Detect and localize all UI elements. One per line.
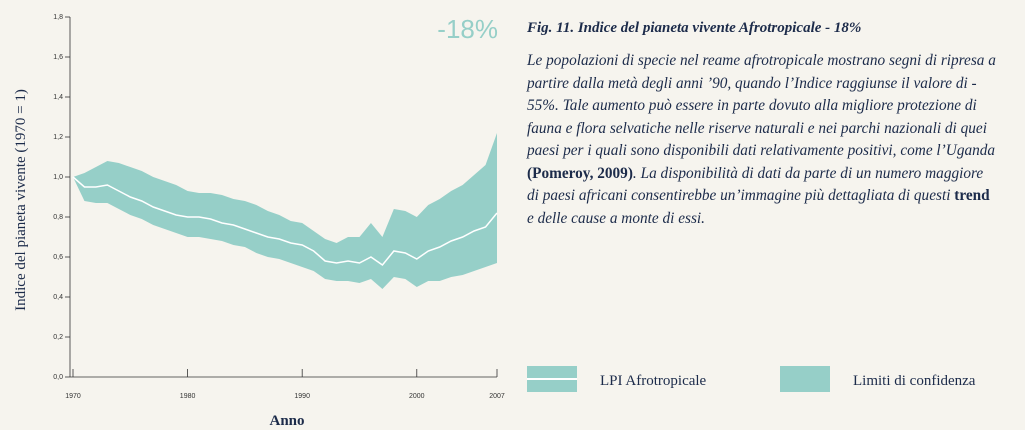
y-tick-label: 0,0 [53,374,63,381]
text-run: Le popolazioni di specie nel reame afrot… [527,52,996,159]
x-tick-label: 1990 [294,393,310,400]
text-run: e delle cause a monte di essi. [527,209,705,227]
x-axis-label: Anno [269,413,304,429]
y-tick-label: 1,8 [53,14,63,21]
y-tick-label: 0,4 [53,294,63,301]
y-tick-label: 0,6 [53,254,63,261]
y-tick-label: 1,2 [53,134,63,141]
y-tick-label: 1,6 [53,54,63,61]
y-tick-label: 1,4 [53,94,63,101]
lpi-line [72,176,498,267]
x-tick-label: 1980 [180,393,196,400]
chart-title: Fig. 11. Indice del pianeta vivente Afro… [526,20,861,36]
text-run: trend [954,187,990,204]
y-tick-label: 0,8 [53,214,63,221]
text-run: . La disponibilità di dati da parte di u… [527,164,984,205]
x-tick-label: 2007 [489,393,505,400]
text-run: (Pomeroy, 2009) [527,164,633,182]
legend-swatch [780,366,830,392]
y-axis-label: Indice del pianeta vivente (1970 = 1) [13,89,29,311]
x-tick-label: 2000 [409,393,425,400]
legend-label: LPI Afrotropicale [600,373,707,389]
y-tick-label: 1,0 [53,174,63,181]
annotation: -18% [437,14,498,44]
x-tick-label: 1970 [65,393,81,400]
confidence-band [73,133,497,289]
legend-label: Limiti di confidenza [853,373,976,389]
y-tick-label: 0,2 [53,334,63,341]
description: Le popolazioni di specie nel reame afrot… [527,50,997,230]
